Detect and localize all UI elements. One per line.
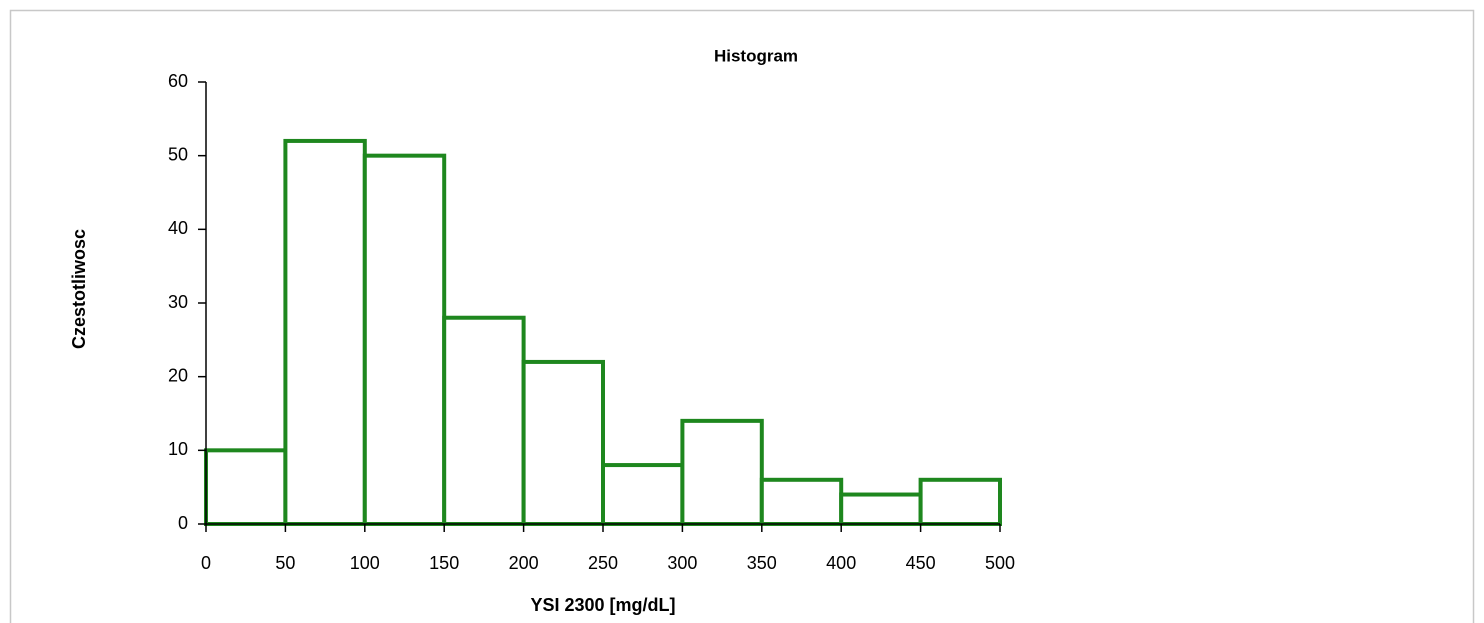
y-tick-label: 40: [168, 218, 188, 238]
x-tick-label: 400: [826, 553, 856, 573]
y-tick-label: 10: [168, 439, 188, 459]
y-tick-label: 60: [168, 71, 188, 91]
bar: [521, 359, 605, 526]
x-tick-label: 300: [667, 553, 697, 573]
x-tick-label: 350: [747, 553, 777, 573]
x-tick-label: 500: [985, 553, 1015, 573]
y-axis-label: Czestotliwosc: [69, 229, 89, 349]
y-tick-label: 50: [168, 144, 188, 164]
y-tick-label: 30: [168, 292, 188, 312]
y-tick-label: 20: [168, 365, 188, 385]
x-tick-label: 200: [509, 553, 539, 573]
x-tick-label: 250: [588, 553, 618, 573]
x-axis-label: YSI 2300 [mg/dL]: [530, 595, 675, 615]
chart-title: Histogram: [714, 46, 798, 65]
bar: [918, 477, 1002, 526]
x-tick-label: 150: [429, 553, 459, 573]
x-tick-label: 100: [350, 553, 380, 573]
x-tick-label: 0: [201, 553, 211, 573]
bar: [839, 492, 923, 526]
x-tick-label: 50: [275, 553, 295, 573]
bar: [442, 315, 526, 526]
bar: [204, 448, 288, 527]
bar: [759, 477, 844, 526]
y-tick-label: 0: [178, 513, 188, 533]
bar: [680, 418, 764, 526]
chart-border: [9, 9, 1475, 623]
bar: [601, 463, 685, 527]
bar: [362, 153, 447, 527]
bar: [283, 138, 367, 527]
x-tick-label: 450: [906, 553, 936, 573]
